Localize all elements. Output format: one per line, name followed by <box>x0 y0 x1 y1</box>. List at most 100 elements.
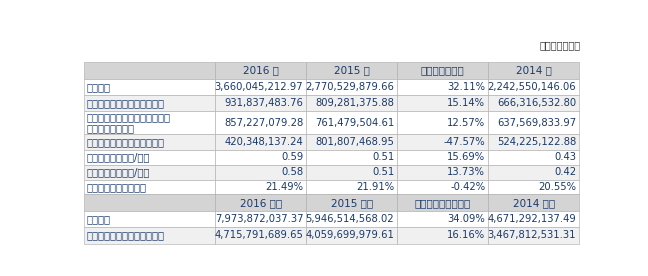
Text: 营业收入: 营业收入 <box>87 82 111 92</box>
Bar <box>215 165 307 179</box>
Bar <box>397 194 488 211</box>
Text: 稀释每股收益（元/股）: 稀释每股收益（元/股） <box>87 167 150 177</box>
Text: 归属于上市公司股东的净利润: 归属于上市公司股东的净利润 <box>87 98 165 108</box>
Bar <box>84 179 215 194</box>
Bar <box>307 165 397 179</box>
Text: 21.91%: 21.91% <box>356 182 394 192</box>
Bar <box>307 95 397 111</box>
Text: 0.59: 0.59 <box>281 152 303 163</box>
Bar <box>397 134 488 150</box>
Text: 0.43: 0.43 <box>554 152 576 163</box>
Bar <box>307 150 397 165</box>
Text: 本年末比上年末增减: 本年末比上年末增减 <box>415 198 471 208</box>
Bar <box>397 211 488 227</box>
Bar <box>307 134 397 150</box>
Text: 本年比上年增减: 本年比上年增减 <box>421 65 465 75</box>
Bar <box>84 211 215 227</box>
Text: 16.16%: 16.16% <box>447 230 485 240</box>
Text: 34.09%: 34.09% <box>448 214 485 224</box>
Bar <box>84 95 215 111</box>
Text: 420,348,137.24: 420,348,137.24 <box>224 137 303 147</box>
Text: 0.58: 0.58 <box>281 167 303 177</box>
Text: 761,479,504.61: 761,479,504.61 <box>315 118 394 128</box>
Text: 21.49%: 21.49% <box>265 182 303 192</box>
Bar <box>397 95 488 111</box>
Text: 5,946,514,568.02: 5,946,514,568.02 <box>306 214 394 224</box>
Bar <box>307 62 397 79</box>
Bar <box>397 179 488 194</box>
Text: 单位：人民币元: 单位：人民币元 <box>540 40 581 50</box>
Text: 2015 年末: 2015 年末 <box>330 198 373 208</box>
Bar <box>397 165 488 179</box>
Text: 经营活动产生的现金流量净额: 经营活动产生的现金流量净额 <box>87 137 165 147</box>
Bar <box>488 95 579 111</box>
Text: -0.42%: -0.42% <box>450 182 485 192</box>
Bar <box>215 211 307 227</box>
Bar <box>84 79 215 95</box>
Bar <box>84 111 215 134</box>
Bar <box>84 150 215 165</box>
Text: 3,660,045,212.97: 3,660,045,212.97 <box>214 82 303 92</box>
Text: 4,059,699,979.61: 4,059,699,979.61 <box>305 230 394 240</box>
Text: 加权平均净资产收益率: 加权平均净资产收益率 <box>87 182 146 192</box>
Text: 857,227,079.28: 857,227,079.28 <box>224 118 303 128</box>
Text: 15.69%: 15.69% <box>447 152 485 163</box>
Text: 归属于上市公司股东的净资产: 归属于上市公司股东的净资产 <box>87 230 165 240</box>
Bar <box>488 150 579 165</box>
Bar <box>488 165 579 179</box>
Text: 0.51: 0.51 <box>372 152 394 163</box>
Text: 归属于上市公司股东的扣除非经
常性损益的净利润: 归属于上市公司股东的扣除非经 常性损益的净利润 <box>87 112 170 133</box>
Text: 2016 年末: 2016 年末 <box>240 198 282 208</box>
Bar <box>84 134 215 150</box>
Text: 809,281,375.88: 809,281,375.88 <box>316 98 394 108</box>
Bar <box>307 179 397 194</box>
Bar <box>84 62 215 79</box>
Bar <box>84 194 215 211</box>
Text: 801,807,468.95: 801,807,468.95 <box>316 137 394 147</box>
Bar <box>307 211 397 227</box>
Bar <box>215 194 307 211</box>
Bar <box>307 111 397 134</box>
Text: 13.73%: 13.73% <box>447 167 485 177</box>
Bar <box>215 95 307 111</box>
Text: -47.57%: -47.57% <box>444 137 485 147</box>
Text: 4,715,791,689.65: 4,715,791,689.65 <box>214 230 303 240</box>
Bar <box>488 111 579 134</box>
Text: 3,467,812,531.31: 3,467,812,531.31 <box>488 230 576 240</box>
Bar <box>215 179 307 194</box>
Bar <box>215 79 307 95</box>
Text: 0.51: 0.51 <box>372 167 394 177</box>
Text: 2,242,550,146.06: 2,242,550,146.06 <box>487 82 576 92</box>
Bar <box>307 227 397 243</box>
Text: 32.11%: 32.11% <box>447 82 485 92</box>
Bar <box>215 134 307 150</box>
Bar <box>307 79 397 95</box>
Bar <box>488 211 579 227</box>
Text: 15.14%: 15.14% <box>447 98 485 108</box>
Text: 20.55%: 20.55% <box>538 182 576 192</box>
Text: 2015 年: 2015 年 <box>334 65 369 75</box>
Bar <box>215 111 307 134</box>
Text: 0.42: 0.42 <box>554 167 576 177</box>
Bar <box>488 194 579 211</box>
Bar <box>488 62 579 79</box>
Bar <box>488 134 579 150</box>
Text: 666,316,532.80: 666,316,532.80 <box>497 98 576 108</box>
Bar <box>215 150 307 165</box>
Bar <box>488 179 579 194</box>
Bar <box>397 79 488 95</box>
Bar <box>215 227 307 243</box>
Bar <box>488 79 579 95</box>
Bar <box>84 227 215 243</box>
Bar <box>488 227 579 243</box>
Bar <box>397 150 488 165</box>
Text: 2016 年: 2016 年 <box>243 65 279 75</box>
Text: 2014 年末: 2014 年末 <box>513 198 555 208</box>
Bar <box>397 227 488 243</box>
Text: 基本每股收益（元/股）: 基本每股收益（元/股） <box>87 152 150 163</box>
Text: 2,770,529,879.66: 2,770,529,879.66 <box>305 82 394 92</box>
Text: 7,973,872,037.37: 7,973,872,037.37 <box>214 214 303 224</box>
Bar <box>397 62 488 79</box>
Text: 4,671,292,137.49: 4,671,292,137.49 <box>487 214 576 224</box>
Text: 637,569,833.97: 637,569,833.97 <box>497 118 576 128</box>
